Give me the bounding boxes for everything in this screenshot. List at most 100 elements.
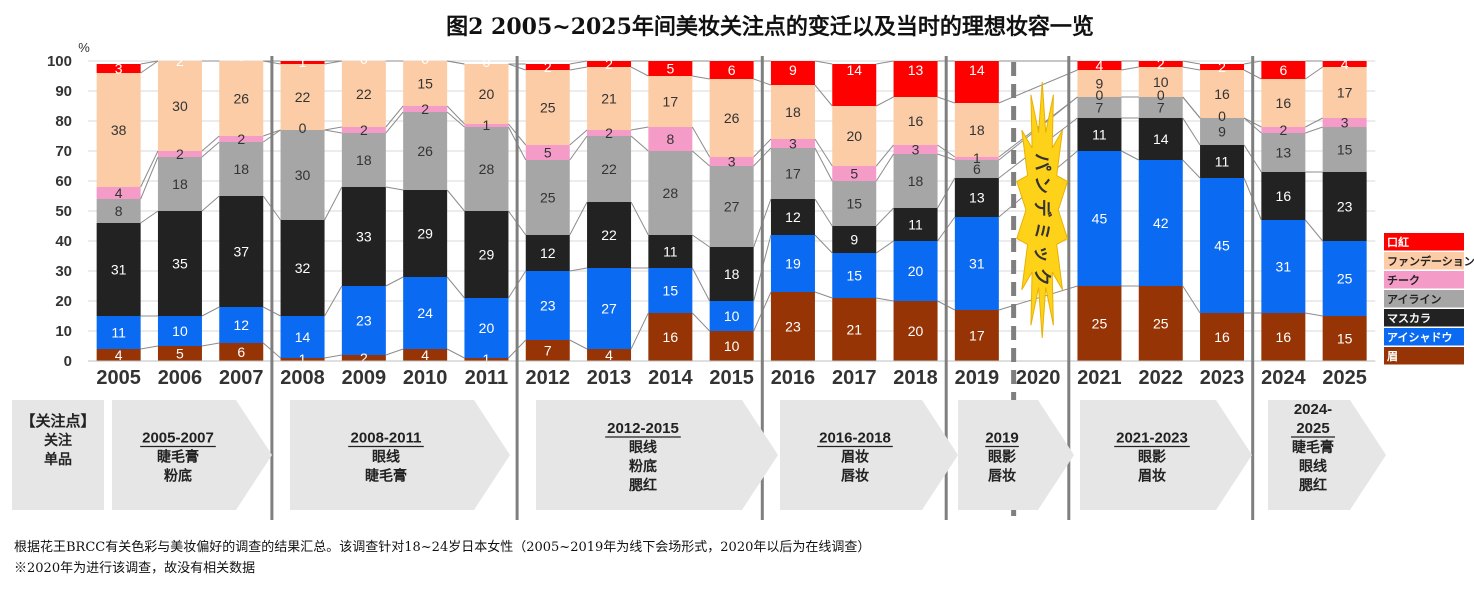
bar-segment bbox=[341, 133, 386, 187]
bar-segment bbox=[1077, 70, 1122, 97]
x-tick-label: 2011 bbox=[465, 367, 508, 389]
legend-label: アイライン bbox=[1387, 293, 1441, 306]
connector-line bbox=[1305, 126, 1323, 134]
bar-segment bbox=[341, 355, 386, 361]
legend-swatch bbox=[1384, 290, 1464, 308]
bar-segment bbox=[1322, 241, 1367, 316]
x-tick-label: 2005 bbox=[96, 367, 141, 389]
period-arrow bbox=[1080, 400, 1252, 510]
pandemic-label-char: ク bbox=[1032, 268, 1052, 286]
data-label: 11 bbox=[908, 217, 923, 233]
period-item: 眼影 bbox=[1138, 449, 1166, 465]
data-label: 10 bbox=[172, 323, 188, 339]
data-label: 25 bbox=[1153, 316, 1169, 332]
data-label: 31 bbox=[969, 256, 985, 272]
bar-segment bbox=[770, 85, 815, 139]
data-label: 26 bbox=[417, 143, 433, 159]
period-item: 粉底 bbox=[164, 468, 192, 484]
pandemic-label-char: パ bbox=[1032, 153, 1052, 171]
connector-line bbox=[446, 105, 465, 125]
x-tick-label: 2023 bbox=[1200, 367, 1245, 389]
data-label: 31 bbox=[111, 262, 127, 278]
connector-line bbox=[814, 198, 833, 227]
data-label: 3 bbox=[789, 136, 797, 152]
data-label: 15 bbox=[417, 76, 433, 92]
data-label: 27 bbox=[724, 199, 740, 215]
data-label: 23 bbox=[785, 319, 801, 335]
data-label: 0 bbox=[1157, 87, 1165, 103]
data-label: 1 bbox=[483, 351, 491, 367]
data-label: 18 bbox=[969, 122, 985, 138]
bar-segment bbox=[525, 70, 570, 145]
connector-line bbox=[140, 60, 159, 65]
data-label: 0 bbox=[237, 48, 245, 64]
connector-line bbox=[385, 111, 404, 134]
data-label: 28 bbox=[479, 161, 495, 177]
connector-line bbox=[876, 60, 894, 65]
legend-swatch bbox=[1384, 271, 1464, 289]
data-label: 13 bbox=[908, 62, 924, 78]
bar-segment bbox=[954, 61, 999, 103]
data-label: 6 bbox=[728, 62, 736, 78]
data-label: 6 bbox=[1279, 62, 1287, 78]
connector-line bbox=[814, 60, 833, 65]
pandemic-label-char: デ bbox=[1032, 199, 1053, 218]
connector-line bbox=[324, 354, 342, 359]
data-label: 4 bbox=[1341, 56, 1349, 72]
data-label: 20 bbox=[908, 323, 924, 339]
connector-line bbox=[446, 348, 465, 359]
bar-segment bbox=[464, 64, 509, 124]
period-item: 眉妆 bbox=[1138, 468, 1166, 484]
data-label: 2 bbox=[237, 131, 245, 147]
period-range: 2021-2023 bbox=[1116, 430, 1188, 447]
period-range: 2005-2007 bbox=[142, 430, 214, 447]
data-label: 8 bbox=[666, 131, 674, 147]
data-label: 33 bbox=[356, 229, 372, 245]
data-label: 22 bbox=[601, 227, 617, 243]
x-tick-label: 2022 bbox=[1139, 367, 1184, 389]
period-item: 眼影 bbox=[988, 449, 1016, 465]
data-label: 45 bbox=[1214, 238, 1230, 254]
x-tick-label: 2018 bbox=[893, 367, 938, 389]
data-label: 3 bbox=[115, 61, 123, 77]
data-label: 20 bbox=[846, 128, 862, 144]
data-label: 18 bbox=[233, 161, 249, 177]
bar-segment bbox=[648, 127, 693, 151]
bar-segment bbox=[280, 316, 325, 358]
data-label: 5 bbox=[544, 145, 552, 161]
bar-segment bbox=[96, 223, 141, 316]
data-label: 1 bbox=[483, 117, 491, 133]
bar-segment bbox=[893, 241, 938, 301]
bar-segment bbox=[832, 64, 877, 106]
data-label: 7 bbox=[1096, 100, 1104, 116]
bar-segment bbox=[587, 202, 632, 268]
bar-segment bbox=[770, 235, 815, 292]
bar-segment bbox=[280, 61, 325, 64]
x-tick-label: 2010 bbox=[403, 367, 448, 389]
data-label: 0 bbox=[421, 51, 429, 67]
bar-segment bbox=[464, 358, 509, 361]
bar-segment bbox=[954, 178, 999, 217]
data-label: 14 bbox=[969, 62, 985, 78]
data-label: 10 bbox=[724, 338, 740, 354]
data-label: 8 bbox=[115, 203, 123, 219]
period-item: 眉妆 bbox=[841, 449, 869, 465]
connector-line bbox=[140, 60, 159, 74]
data-label: 16 bbox=[1276, 188, 1292, 204]
period-item: 腮红 bbox=[629, 477, 657, 493]
data-label: 10 bbox=[724, 308, 740, 324]
bar-segment bbox=[464, 127, 509, 211]
data-label: 2 bbox=[1157, 56, 1165, 72]
data-label: 9 bbox=[1218, 124, 1226, 140]
data-label: 1 bbox=[299, 54, 307, 70]
data-label: 35 bbox=[172, 256, 188, 272]
connector-line bbox=[201, 135, 220, 152]
bar-segment bbox=[96, 349, 141, 361]
bar-segment bbox=[403, 61, 448, 106]
connector-line bbox=[1305, 117, 1323, 128]
data-label: 24 bbox=[417, 305, 433, 321]
connector-line bbox=[630, 126, 649, 131]
y-tick-label: 90 bbox=[55, 83, 72, 100]
bar-segment bbox=[219, 61, 264, 136]
data-label: 23 bbox=[540, 298, 556, 314]
